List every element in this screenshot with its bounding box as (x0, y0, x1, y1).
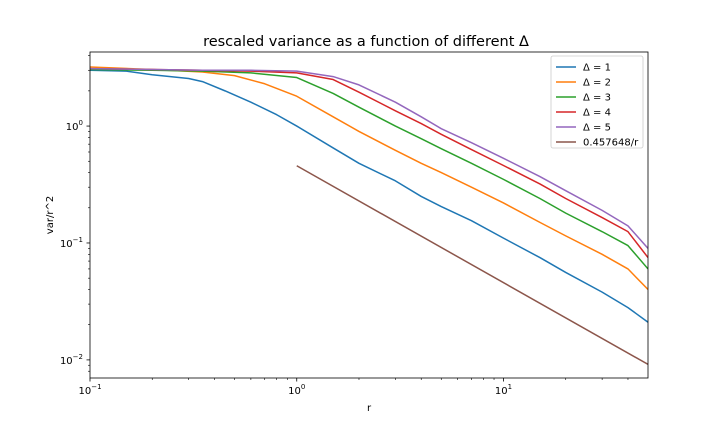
plot-frame (89, 51, 649, 379)
legend: Δ = 1 Δ = 2 Δ = 3 Δ = 4 Δ = 5 0.457648/r (550, 55, 644, 149)
plot-area (90, 66, 648, 366)
legend-label-1: Δ = 1 (583, 63, 611, 74)
series-line-6 (296, 165, 648, 366)
y-tick-label-2: 10−1 (60, 236, 83, 250)
series-line-1 (90, 69, 648, 323)
x-axis-label: r (367, 403, 372, 414)
x-tick-label-2: 100 (288, 383, 305, 397)
y-axis: 10−2 10−1 100 (60, 55, 90, 372)
legend-label-3: Δ = 3 (583, 93, 611, 104)
x-tick-label-3: 101 (495, 383, 512, 397)
series-line-3 (90, 68, 648, 270)
x-tick-label-1: 10−1 (78, 383, 101, 397)
y-tick-label-1: 10−2 (60, 353, 83, 367)
legend-label-6: 0.457648/r (583, 138, 639, 149)
y-tick-label-3: 100 (66, 119, 83, 133)
chart-title: rescaled variance as a function of diffe… (203, 34, 529, 50)
y-axis-label: var/r^2 (45, 196, 56, 234)
legend-label-4: Δ = 4 (583, 108, 611, 119)
legend-label-2: Δ = 2 (583, 78, 611, 89)
legend-box (550, 55, 644, 149)
series-line-5 (90, 67, 648, 249)
series-line-2 (90, 66, 648, 291)
legend-label-5: Δ = 5 (583, 123, 611, 134)
x-axis: 10−1 100 101 (78, 378, 629, 397)
